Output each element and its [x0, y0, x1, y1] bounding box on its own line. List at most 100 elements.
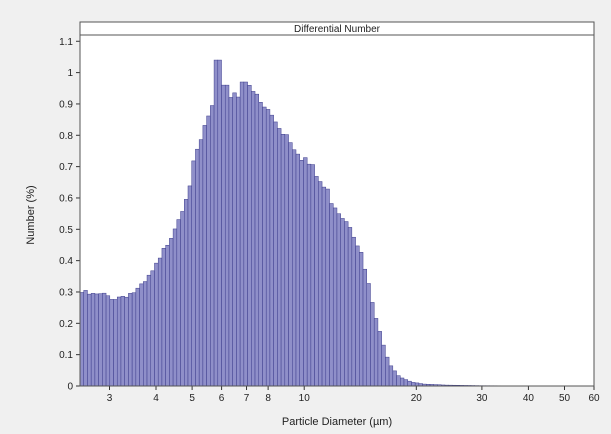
histogram-bar [407, 380, 412, 387]
histogram-bar [210, 105, 215, 387]
histogram-bar [299, 160, 304, 387]
histogram-bar [98, 293, 103, 387]
y-tick-label: 0.9 [59, 99, 73, 110]
histogram-bar [139, 283, 144, 387]
histogram-bar [277, 128, 282, 387]
histogram-bar [217, 59, 222, 387]
histogram-bar [169, 238, 174, 387]
histogram-bar [303, 157, 308, 387]
histogram-bar [370, 302, 375, 387]
histogram-bar [400, 377, 405, 387]
y-tick-label: 0.2 [59, 319, 73, 330]
histogram-bar [347, 227, 353, 387]
y-tick-label: 0.5 [59, 225, 73, 236]
x-tick-label: 40 [523, 393, 535, 404]
histogram-bar [292, 149, 297, 387]
x-tick-label: 4 [153, 393, 159, 404]
histogram-bar [184, 199, 189, 387]
histogram-bar [258, 102, 263, 387]
x-tick-label: 5 [189, 393, 195, 404]
histogram-bar [269, 114, 274, 387]
y-tick-label: 0.1 [59, 350, 73, 361]
histogram-bar [128, 293, 133, 387]
histogram-bar [79, 292, 84, 387]
y-tick-label: 0.8 [59, 131, 73, 142]
histogram-bar [355, 245, 360, 387]
histogram-bar [396, 375, 401, 387]
y-tick-label: 0 [67, 382, 73, 393]
x-tick-label: 50 [559, 393, 571, 404]
y-tick-label: 0.6 [59, 193, 73, 204]
histogram-bar [131, 292, 137, 387]
histogram-bar [94, 293, 99, 387]
histogram-bar [254, 93, 259, 387]
histogram-bar [366, 283, 371, 387]
histogram-bar [143, 281, 148, 387]
histogram-bar [243, 81, 248, 387]
histogram-bar [172, 228, 178, 387]
histogram-bar [135, 287, 140, 387]
histogram-bar [247, 85, 252, 387]
histogram-bar [221, 84, 226, 387]
x-tick-label: 6 [219, 393, 225, 404]
histogram-bar [310, 164, 315, 387]
histogram-bar [176, 219, 181, 387]
histogram-bar [403, 379, 408, 387]
histogram-bar [336, 213, 341, 387]
histogram-bar [325, 188, 330, 387]
x-tick-label: 60 [588, 393, 600, 404]
y-tick-label: 0.3 [59, 287, 73, 298]
y-tick-label: 1.1 [59, 37, 73, 48]
histogram-bar [213, 59, 219, 387]
histogram-bar [180, 211, 185, 387]
histogram-bar [105, 295, 111, 387]
histogram-bar [388, 365, 394, 387]
histogram-bar [385, 356, 390, 387]
histogram-bar [273, 121, 278, 387]
histogram-bar [381, 344, 386, 387]
y-tick-label: 1 [67, 68, 73, 79]
histogram-bar [329, 203, 334, 387]
histogram-bar [195, 148, 200, 387]
histogram-bar [239, 81, 245, 387]
x-tick-label: 3 [107, 393, 113, 404]
histogram-bar [373, 318, 379, 387]
histogram-bar [332, 207, 338, 387]
histogram-bar [206, 115, 211, 387]
histogram-bar [224, 84, 230, 387]
histogram-bar [83, 290, 88, 387]
histogram-bar [262, 106, 267, 387]
histogram-bar [362, 268, 367, 387]
histogram-bar [359, 252, 364, 387]
histogram-bar [321, 186, 327, 387]
histogram-bar [228, 97, 233, 387]
histogram-bar [265, 109, 271, 387]
chart-title: Differential Number [294, 24, 381, 35]
histogram-bar [157, 257, 163, 387]
x-tick-label: 30 [476, 393, 488, 404]
x-tick-label: 10 [299, 393, 311, 404]
histogram-bar [120, 296, 125, 387]
x-tick-label: 20 [411, 393, 423, 404]
histogram-bar [165, 244, 170, 387]
x-axis-label: Particle Diameter (µm) [282, 416, 392, 428]
histogram-bar [284, 134, 289, 387]
histogram-bar [124, 296, 129, 387]
histogram-bar [187, 185, 192, 387]
histogram-bar [109, 299, 114, 387]
histogram-bar [146, 274, 151, 387]
x-tick-label: 8 [265, 393, 271, 404]
y-tick-label: 0.4 [59, 256, 73, 267]
histogram-bar [113, 299, 118, 387]
y-ticks-layer: 0 0.1 0.2 0.3 0.4 0.5 0.6 0.7 0.8 0.9 1 1.1 [59, 37, 80, 393]
histogram-bar [392, 370, 397, 387]
histogram-bar [154, 262, 159, 387]
x-tick-label: 7 [244, 393, 250, 404]
histogram-bar [318, 181, 323, 387]
y-tick-label: 0.7 [59, 162, 73, 173]
histogram-bar [251, 91, 256, 387]
histogram-bar [198, 139, 204, 387]
histogram-bar [351, 236, 356, 387]
